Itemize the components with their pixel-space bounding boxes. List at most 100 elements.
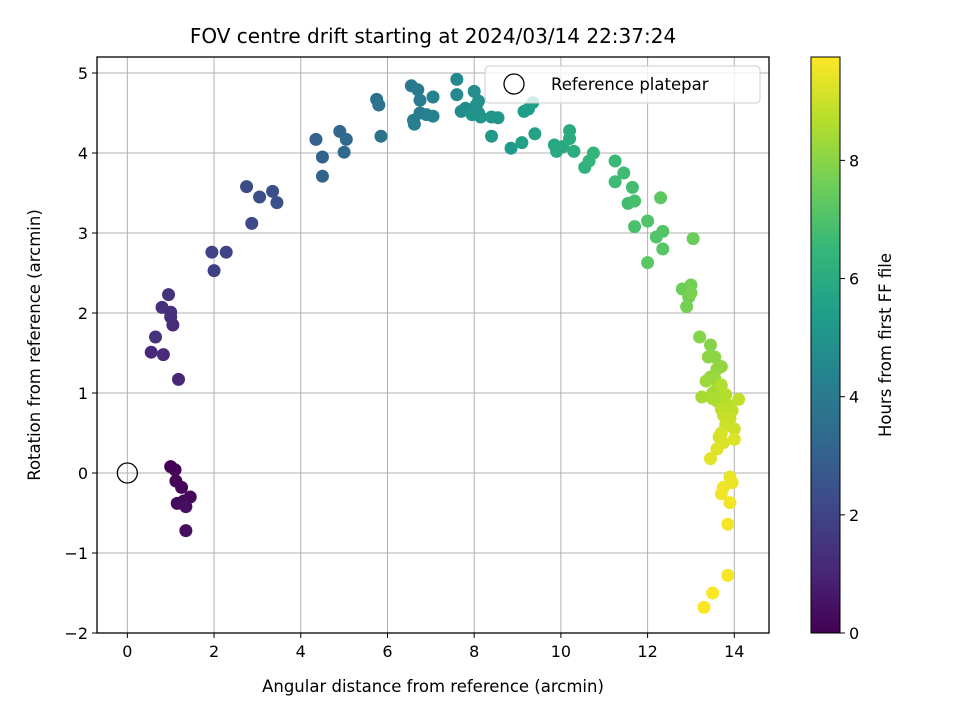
data-point (695, 390, 709, 404)
colorbar-ticks: 0 2 4 6 8 (840, 151, 859, 643)
data-point (474, 110, 488, 124)
y-tick-label: 1 (78, 384, 88, 403)
data-point (491, 111, 505, 125)
data-point (450, 88, 464, 102)
grid-lines (97, 57, 769, 634)
data-point (245, 216, 259, 230)
x-tick-label: 14 (724, 642, 744, 661)
y-tick-label: 5 (78, 64, 88, 83)
colorbar-tick-label: 8 (849, 151, 859, 170)
data-point (727, 432, 741, 446)
data-point (628, 220, 642, 234)
data-point (723, 496, 737, 510)
data-point (454, 104, 468, 118)
data-point (253, 190, 267, 204)
data-point (680, 300, 694, 314)
reference-point (116, 462, 138, 484)
data-point (656, 224, 670, 238)
data-point (162, 288, 176, 302)
data-point (703, 452, 717, 466)
data-point (309, 132, 323, 146)
x-tick-label: 10 (551, 642, 571, 661)
legend-reference-marker (503, 73, 525, 95)
colorbar-label: Hours from first FF file (876, 253, 895, 437)
y-tick-label: 2 (78, 304, 88, 323)
y-axis-label: Rotation from reference (arcmin) (25, 209, 44, 481)
data-point (270, 196, 284, 210)
data-point (266, 184, 280, 198)
data-point (617, 166, 631, 180)
data-point (156, 348, 170, 362)
x-tick-label: 6 (382, 642, 392, 661)
x-tick-label: 8 (469, 642, 479, 661)
data-point (641, 256, 655, 270)
data-point (719, 388, 733, 402)
data-point (714, 360, 728, 374)
data-point (701, 350, 715, 364)
data-point (149, 330, 163, 344)
chart-title: FOV centre drift starting at 2024/03/14 … (190, 24, 676, 48)
data-point (703, 338, 717, 352)
data-point (372, 98, 386, 112)
y-tick-label: −1 (64, 544, 88, 563)
data-point (168, 463, 182, 477)
data-point (567, 144, 581, 158)
colorbar-tick-label: 2 (849, 506, 859, 525)
data-point (413, 93, 427, 107)
y-axis-ticks: −2 −1 0 1 2 3 4 5 (64, 64, 97, 643)
data-point (693, 330, 707, 344)
colorbar-tick-label: 6 (849, 270, 859, 289)
data-point (706, 586, 720, 600)
colorbar-tick-label: 0 (849, 624, 859, 643)
data-point (315, 169, 329, 183)
x-tick-label: 0 (122, 642, 132, 661)
plot-frame (96, 56, 770, 634)
data-point (656, 242, 670, 256)
data-point (628, 194, 642, 208)
data-point (205, 245, 219, 259)
data-point (485, 129, 499, 143)
data-point (315, 150, 329, 164)
colorbar-gradient (810, 56, 841, 634)
data-point (515, 136, 529, 150)
data-point (654, 191, 668, 205)
x-axis-label: Angular distance from reference (arcmin) (262, 677, 604, 696)
x-tick-label: 4 (296, 642, 306, 661)
data-points (116, 72, 746, 614)
data-point (172, 372, 186, 386)
data-point (179, 500, 193, 514)
data-point (144, 345, 158, 359)
data-point (240, 180, 254, 194)
data-point (710, 442, 724, 456)
data-point (426, 90, 440, 104)
y-tick-label: −2 (64, 624, 88, 643)
x-tick-label: 2 (209, 642, 219, 661)
data-point (727, 422, 741, 436)
data-point (563, 132, 577, 146)
data-point (207, 264, 221, 278)
data-point (407, 117, 421, 131)
data-point (732, 392, 746, 406)
data-point (699, 374, 713, 388)
data-point (625, 180, 639, 194)
data-point (155, 300, 169, 314)
data-point (337, 145, 351, 159)
data-point (426, 109, 440, 123)
data-point (721, 568, 735, 582)
data-point (472, 94, 486, 108)
y-tick-label: 4 (78, 144, 88, 163)
data-point (219, 245, 233, 259)
colorbar: 0 2 4 6 8 Hours from first FF file (810, 56, 895, 643)
legend: Reference platepar (484, 65, 761, 104)
x-tick-label: 12 (637, 642, 657, 661)
legend-reference-label: Reference platepar (551, 75, 709, 94)
y-tick-label: 3 (78, 224, 88, 243)
data-point (608, 175, 622, 189)
data-point (450, 72, 464, 86)
data-point (528, 127, 542, 141)
data-point (179, 524, 193, 538)
legend-box (484, 65, 761, 104)
data-point (714, 487, 728, 501)
